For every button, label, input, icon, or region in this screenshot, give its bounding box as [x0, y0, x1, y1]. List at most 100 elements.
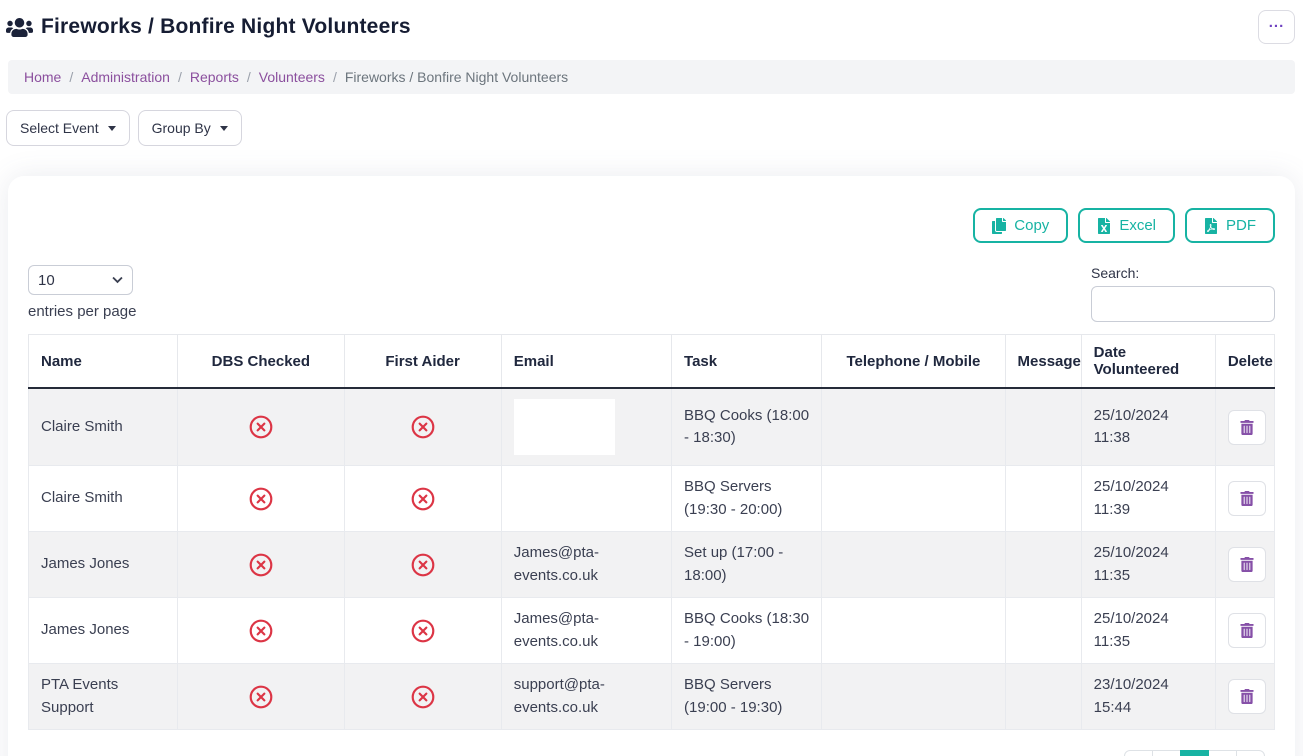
cell-dbs-checked — [177, 465, 345, 532]
cell-delete — [1214, 387, 1276, 466]
delete-button[interactable] — [1227, 547, 1266, 582]
pagination-page-1-button[interactable]: 1 — [1180, 750, 1209, 756]
cell-date-volunteered: 25/10/2024 11:39 — [1080, 465, 1216, 532]
pagination: « ‹ 1 › » — [28, 750, 1275, 756]
cell-dbs-checked — [177, 663, 345, 730]
chevron-down-icon — [219, 125, 228, 131]
entries-per-page-select[interactable]: 10 — [28, 265, 133, 295]
delete-button[interactable] — [1227, 679, 1266, 714]
copy-button[interactable]: Copy — [973, 208, 1069, 243]
copy-button-label: Copy — [1014, 217, 1050, 234]
cell-message — [1004, 465, 1082, 532]
trash-icon — [1240, 491, 1254, 506]
cell-name: Claire Smith — [27, 387, 179, 466]
cell-task: BBQ Servers (19:30 - 20:00) — [671, 465, 823, 532]
trash-icon — [1240, 623, 1254, 638]
pagination-last-button[interactable]: » — [1236, 750, 1265, 756]
breadcrumb: Home / Administration / Reports / Volunt… — [8, 60, 1295, 94]
filter-toolbar: Select Event Group By — [6, 110, 1295, 146]
trash-icon — [1240, 557, 1254, 572]
pagination-prev-button[interactable]: ‹ — [1152, 750, 1181, 756]
group-by-dropdown[interactable]: Group By — [137, 110, 242, 146]
cell-dbs-checked — [177, 531, 345, 598]
column-header-delete[interactable]: Delete — [1214, 334, 1276, 389]
table-row: PTA Events Support support@pta-events.co… — [27, 663, 1276, 730]
cell-email: James@pta-events.co.uk — [500, 531, 673, 598]
cell-task: BBQ Cooks (18:30 - 19:00) — [671, 597, 823, 664]
cell-name: Claire Smith — [27, 465, 179, 532]
excel-button-label: Excel — [1119, 217, 1156, 234]
group-by-label: Group By — [151, 120, 211, 136]
cross-circle-icon — [411, 553, 434, 576]
cell-task: BBQ Servers (19:00 - 19:30) — [671, 663, 823, 730]
cell-dbs-checked — [177, 387, 345, 466]
cell-email — [500, 387, 673, 466]
search-input[interactable] — [1091, 286, 1275, 322]
chevron-down-icon — [107, 125, 116, 131]
delete-button[interactable] — [1227, 613, 1266, 648]
page-header: Fireworks / Bonfire Night Volunteers ... — [0, 0, 1303, 54]
pdf-button-label: PDF — [1226, 217, 1256, 234]
column-header-date-volunteered[interactable]: Date Volunteered — [1080, 334, 1216, 389]
redacted-email-box — [513, 399, 615, 455]
cell-message — [1004, 387, 1082, 466]
cell-task: Set up (17:00 - 18:00) — [671, 531, 823, 598]
volunteers-table: Name DBS Checked First Aider Email Task … — [27, 334, 1276, 730]
cell-telephone — [821, 465, 1006, 532]
cell-telephone — [821, 387, 1006, 466]
page-title: Fireworks / Bonfire Night Volunteers — [41, 15, 411, 38]
table-row: James Jones James@pta-events.co.uk BBQ C… — [27, 597, 1276, 664]
breadcrumb-link-volunteers[interactable]: Volunteers — [258, 69, 325, 85]
file-pdf-icon — [1205, 217, 1217, 234]
excel-button[interactable]: Excel — [1078, 208, 1175, 243]
column-header-telephone[interactable]: Telephone / Mobile — [821, 334, 1006, 389]
cell-delete — [1214, 663, 1276, 730]
cell-name: James Jones — [27, 531, 179, 598]
delete-button[interactable] — [1227, 409, 1266, 445]
column-header-email[interactable]: Email — [500, 334, 673, 389]
breadcrumb-separator: / — [69, 69, 74, 85]
table-header-row: Name DBS Checked First Aider Email Task … — [27, 334, 1276, 389]
cell-date-volunteered: 25/10/2024 11:38 — [1080, 387, 1216, 466]
pagination-next-button[interactable]: › — [1208, 750, 1237, 756]
column-header-first-aider[interactable]: First Aider — [343, 334, 502, 389]
entries-per-page-label: entries per page — [28, 303, 137, 320]
breadcrumb-link-home[interactable]: Home — [24, 69, 62, 85]
cell-date-volunteered: 25/10/2024 11:35 — [1080, 531, 1216, 598]
delete-button[interactable] — [1227, 481, 1266, 516]
pagination-first-button[interactable]: « — [1124, 750, 1153, 756]
cell-first-aider — [343, 597, 502, 664]
breadcrumb-current: Fireworks / Bonfire Night Volunteers — [344, 69, 569, 85]
select-event-label: Select Event — [20, 120, 99, 136]
select-event-dropdown[interactable]: Select Event — [6, 110, 130, 146]
table-row: Claire Smith BBQ Cooks (18:00 - 18:30) 2… — [27, 387, 1276, 466]
cell-email — [500, 465, 673, 532]
cell-email: James@pta-events.co.uk — [500, 597, 673, 664]
cell-telephone — [821, 597, 1006, 664]
cell-message — [1004, 663, 1082, 730]
column-header-dbs-checked[interactable]: DBS Checked — [177, 334, 345, 389]
cell-name: PTA Events Support — [27, 663, 179, 730]
cross-circle-icon — [411, 685, 434, 708]
cross-circle-icon — [411, 415, 434, 439]
cell-name: James Jones — [27, 597, 179, 664]
cross-circle-icon — [249, 487, 273, 510]
cell-delete — [1214, 465, 1276, 532]
cell-first-aider — [343, 663, 502, 730]
breadcrumb-separator: / — [177, 69, 182, 85]
cell-delete — [1214, 597, 1276, 664]
column-header-name[interactable]: Name — [27, 334, 179, 389]
cross-circle-icon — [411, 619, 434, 642]
breadcrumb-link-administration[interactable]: Administration — [81, 69, 170, 85]
pdf-button[interactable]: PDF — [1185, 208, 1275, 243]
column-header-message[interactable]: Message — [1004, 334, 1082, 389]
cell-dbs-checked — [177, 597, 345, 664]
more-options-button[interactable]: ... — [1258, 10, 1295, 44]
cross-circle-icon — [249, 415, 273, 439]
breadcrumb-link-reports[interactable]: Reports — [189, 69, 239, 85]
cell-first-aider — [343, 465, 502, 532]
cell-telephone — [821, 663, 1006, 730]
cell-date-volunteered: 25/10/2024 11:35 — [1080, 597, 1216, 664]
column-header-task[interactable]: Task — [671, 334, 823, 389]
cell-first-aider — [343, 387, 502, 466]
